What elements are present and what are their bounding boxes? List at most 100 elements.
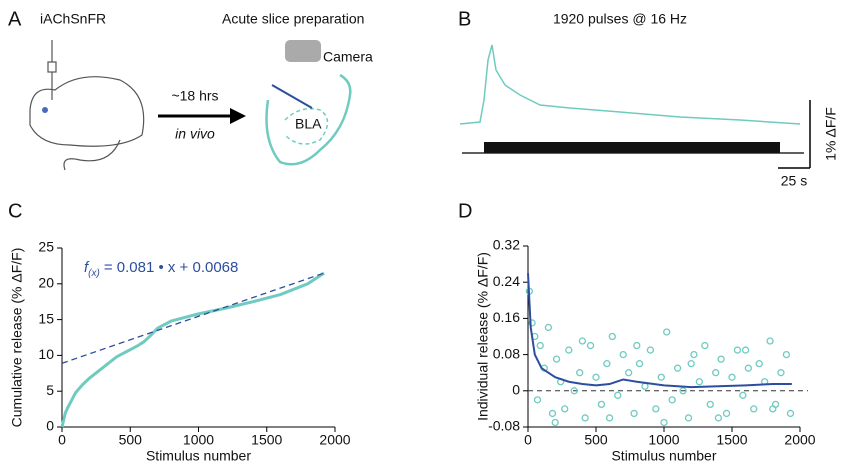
point bbox=[777, 369, 785, 377]
point bbox=[592, 373, 600, 381]
prep-title: Acute slice preparation bbox=[222, 11, 364, 27]
point bbox=[668, 396, 676, 404]
sensor: iAChSnFR bbox=[40, 11, 106, 27]
point bbox=[586, 341, 595, 350]
point bbox=[717, 355, 725, 363]
point bbox=[548, 409, 557, 418]
x-axis-label: Stimulus number bbox=[611, 448, 716, 464]
point bbox=[646, 346, 655, 354]
equation-part: f bbox=[84, 259, 90, 276]
point bbox=[551, 418, 559, 427]
point bbox=[687, 359, 695, 368]
mouse bbox=[29, 40, 145, 171]
point bbox=[605, 414, 614, 422]
point bbox=[544, 323, 553, 332]
point bbox=[673, 364, 682, 372]
trace-title: 1920 pulses @ 16 Hz bbox=[553, 11, 687, 27]
point bbox=[581, 414, 589, 422]
point bbox=[533, 396, 542, 404]
x-tick-label: 2000 bbox=[784, 432, 815, 448]
y-tick-label: 20 bbox=[38, 275, 54, 291]
y-axis-label: Cumulative release (% ΔF/F) bbox=[9, 248, 25, 428]
point bbox=[652, 405, 660, 413]
point bbox=[769, 405, 777, 413]
y-tick-label: 0.16 bbox=[493, 309, 520, 325]
y-tick-label: 10 bbox=[38, 346, 54, 362]
y-tick-label: -0.08 bbox=[488, 418, 520, 434]
point bbox=[660, 418, 668, 427]
point bbox=[641, 382, 649, 390]
panel-label: B bbox=[458, 8, 471, 30]
series-line bbox=[60, 271, 325, 428]
series-line bbox=[61, 272, 325, 364]
panel-label: C bbox=[8, 200, 22, 222]
point bbox=[657, 373, 665, 381]
x-tick-label: 500 bbox=[584, 432, 608, 448]
point bbox=[528, 319, 536, 327]
y-tick-label: 5 bbox=[46, 382, 54, 398]
panel-label: A bbox=[8, 8, 22, 30]
duration: ~18 hrs bbox=[171, 88, 218, 104]
x-tick-label: 1000 bbox=[648, 432, 679, 448]
camera-label: Camera bbox=[323, 49, 373, 65]
series-line bbox=[527, 273, 792, 389]
camera-icon bbox=[285, 40, 321, 62]
point bbox=[712, 369, 720, 377]
point bbox=[733, 346, 742, 354]
point bbox=[603, 359, 611, 368]
x-tick-label: 1500 bbox=[716, 432, 747, 448]
y-tick-label: 0 bbox=[512, 382, 520, 398]
point bbox=[570, 387, 578, 395]
point bbox=[744, 364, 752, 372]
point bbox=[722, 409, 731, 418]
point bbox=[635, 359, 644, 368]
x-axis-label: Stimulus number bbox=[146, 448, 251, 464]
panel-label: D bbox=[458, 200, 472, 222]
point bbox=[608, 332, 616, 341]
point bbox=[663, 328, 671, 336]
region: BLA bbox=[295, 116, 322, 132]
arrow-head bbox=[230, 108, 246, 124]
x-tick-label: 500 bbox=[119, 432, 143, 448]
y-tick-label: 0 bbox=[46, 418, 54, 434]
point bbox=[614, 391, 622, 399]
x-tick-label: 0 bbox=[524, 432, 532, 448]
equation-part: (x) bbox=[88, 268, 100, 279]
point bbox=[624, 369, 633, 377]
point bbox=[786, 409, 795, 418]
y-scale: 1% ΔF/F bbox=[823, 107, 839, 161]
point bbox=[750, 405, 758, 413]
point bbox=[552, 355, 561, 363]
equation-part: = 0.081 • x + 0.0068 bbox=[104, 259, 239, 276]
x-scale: 25 s bbox=[781, 173, 807, 189]
point bbox=[695, 378, 704, 386]
point bbox=[630, 409, 638, 418]
point bbox=[690, 350, 698, 359]
trace bbox=[459, 44, 801, 125]
x-tick-label: 2000 bbox=[319, 432, 350, 448]
point bbox=[755, 359, 763, 368]
point bbox=[633, 341, 641, 350]
point bbox=[565, 346, 573, 354]
point bbox=[706, 400, 714, 409]
point bbox=[741, 346, 750, 354]
point bbox=[782, 350, 791, 359]
y-tick-label: 25 bbox=[38, 239, 54, 255]
fit-equation: f(x) = 0.081 • x + 0.0068 bbox=[84, 259, 238, 279]
x-tick-label: 1000 bbox=[183, 432, 214, 448]
y-tick-label: 15 bbox=[38, 310, 54, 326]
point bbox=[536, 341, 544, 350]
stim-bar bbox=[484, 142, 780, 153]
point bbox=[597, 400, 606, 409]
point bbox=[619, 350, 627, 359]
point bbox=[679, 387, 687, 395]
point bbox=[578, 337, 587, 345]
y-tick-label: 0.32 bbox=[493, 237, 520, 253]
point bbox=[739, 391, 747, 399]
point bbox=[576, 369, 584, 377]
y-tick-label: 0.24 bbox=[493, 273, 520, 289]
y-axis-label: Individual release (% ΔF/F) bbox=[475, 252, 491, 421]
point bbox=[766, 337, 774, 345]
point bbox=[701, 341, 709, 350]
